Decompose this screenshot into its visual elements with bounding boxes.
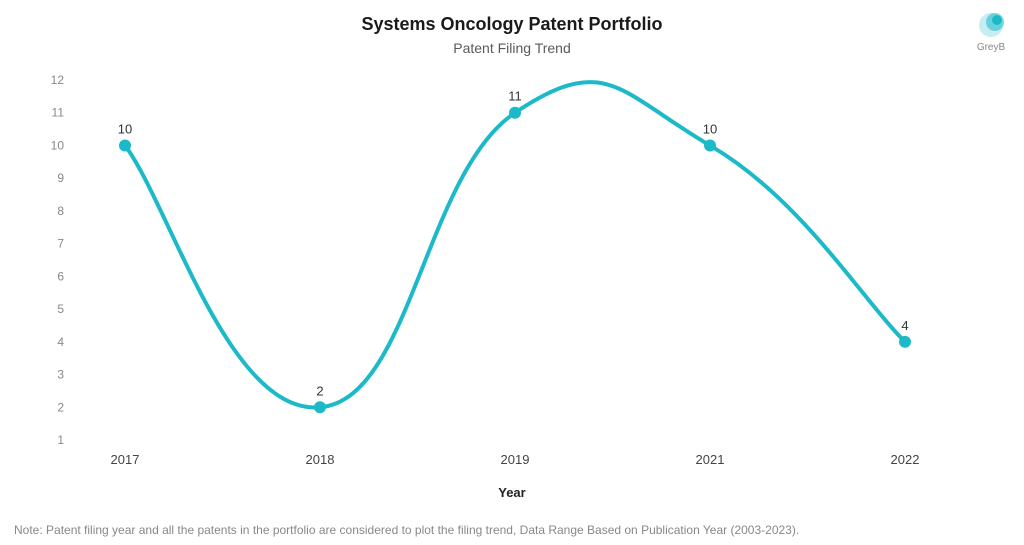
data-marker — [704, 139, 716, 151]
y-tick-label: 10 — [51, 138, 65, 152]
logo: GreyB — [976, 10, 1006, 53]
y-tick-label: 2 — [57, 400, 64, 414]
plot-area: 1234567891011122017201820192021202210211… — [60, 70, 980, 470]
chart-title: Systems Oncology Patent Portfolio — [0, 14, 1024, 35]
data-label: 11 — [508, 89, 522, 104]
data-label: 10 — [118, 121, 132, 136]
footnote: Note: Patent filing year and all the pat… — [14, 523, 799, 537]
y-tick-label: 7 — [57, 237, 64, 251]
data-marker — [314, 401, 326, 413]
x-tick-label: 2021 — [696, 452, 725, 467]
y-tick-label: 6 — [57, 269, 64, 283]
data-marker — [119, 139, 131, 151]
data-label: 2 — [316, 383, 323, 398]
y-tick-label: 4 — [57, 335, 64, 349]
x-tick-label: 2019 — [501, 452, 530, 467]
x-tick-label: 2022 — [891, 452, 920, 467]
y-tick-label: 11 — [52, 106, 65, 120]
y-tick-label: 9 — [57, 171, 64, 185]
y-tick-label: 1 — [57, 433, 64, 447]
y-tick-label: 12 — [51, 73, 65, 87]
data-marker — [899, 336, 911, 348]
plot-svg: 1234567891011122017201820192021202210211… — [60, 70, 980, 470]
x-axis-label: Year — [0, 485, 1024, 500]
chart-container: Systems Oncology Patent Portfolio Patent… — [0, 0, 1024, 545]
trend-line — [125, 82, 905, 407]
logo-text: GreyB — [976, 42, 1006, 53]
logo-icon — [976, 10, 1006, 40]
y-tick-label: 3 — [57, 368, 64, 382]
x-tick-label: 2018 — [306, 452, 335, 467]
y-tick-label: 8 — [57, 204, 64, 218]
data-label: 10 — [703, 121, 717, 136]
data-label: 4 — [901, 318, 908, 333]
y-tick-label: 5 — [57, 302, 64, 316]
data-marker — [509, 107, 521, 119]
x-tick-label: 2017 — [111, 452, 140, 467]
chart-subtitle: Patent Filing Trend — [0, 40, 1024, 56]
